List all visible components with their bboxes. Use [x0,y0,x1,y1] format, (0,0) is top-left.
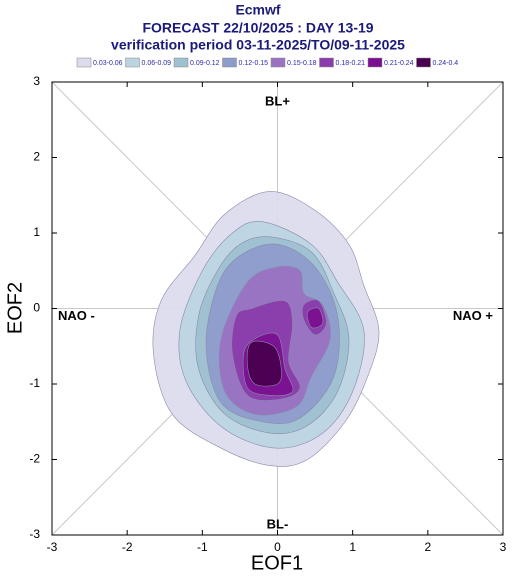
legend-label: 0.03-0.06 [93,60,123,67]
contour-band [246,340,282,387]
x-axis-label: EOF1 [251,552,303,574]
legend-label: 0.12-0.15 [239,60,269,67]
x-tick-label: -1 [197,540,208,554]
contour-band [306,307,324,329]
chart-title: Ecmwf [235,2,280,18]
x-tick-label: -3 [47,540,58,554]
legend-swatch [270,57,286,68]
y-tick-label: 2 [33,150,40,164]
x-tick-label: -2 [122,540,133,554]
legend-label: 0.18-0.21 [336,60,366,67]
y-axis-label: EOF2 [4,282,26,334]
legend-swatch [416,57,431,68]
legend-swatch [125,57,140,68]
x-tick-label: 0 [274,540,281,554]
legend-label: 0.09-0.12 [190,60,220,67]
x-tick-label: 1 [349,540,356,554]
y-tick-label: 3 [33,74,40,88]
chart-subtitle: verification period 03-11-2025/TO/09-11-… [111,37,405,53]
legend-label: 0.24-0.4 [433,60,459,67]
legend-swatch [173,57,189,68]
y-tick-label: 1 [33,225,40,239]
chart-subtitle: FORECAST 22/10/2025 : DAY 13-19 [142,20,373,36]
legend-swatch [367,57,383,68]
legend-label: 0.06-0.09 [142,60,172,67]
legend-label: 0.21-0.24 [384,60,414,67]
annotation: NAO - [58,308,95,323]
x-tick-label: 2 [424,540,431,554]
y-tick-label: -2 [29,452,40,466]
legend-label: 0.15-0.18 [287,60,317,67]
annotation: BL- [267,516,289,531]
legend-swatch [76,57,92,68]
legend-swatch [319,57,334,68]
annotation: BL+ [265,93,290,108]
annotation: NAO + [453,308,494,323]
x-tick-label: 3 [500,540,507,554]
y-tick-label: 0 [33,301,40,315]
legend-swatch [222,57,237,68]
y-tick-label: -1 [29,376,40,390]
y-tick-label: -3 [29,527,40,541]
